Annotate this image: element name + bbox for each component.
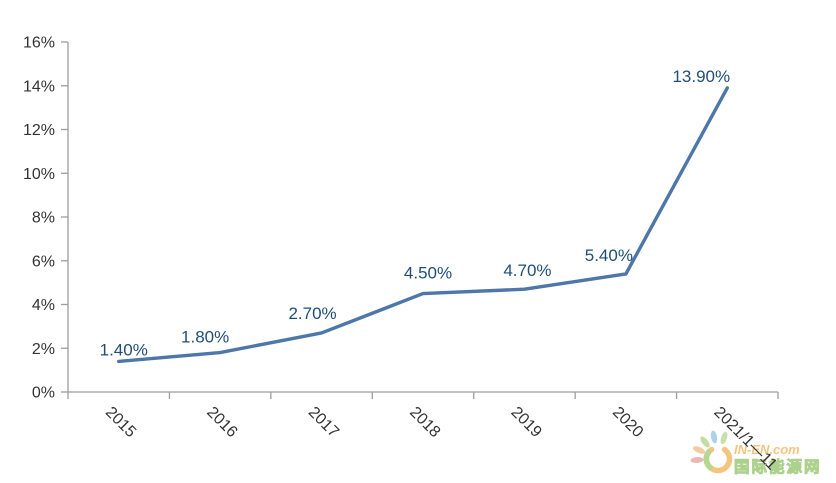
y-tick-label: 8%: [32, 210, 55, 227]
data-label: 2.70%: [288, 304, 336, 323]
in-en-logo-icon: [690, 430, 733, 474]
y-tick-label: 10%: [23, 166, 55, 183]
y-tick-label: 12%: [23, 122, 55, 139]
x-axis-label: 2016: [203, 404, 240, 441]
y-tick-label: 16%: [23, 35, 55, 52]
watermark: IN-EN.com 国际能源网: [684, 424, 836, 483]
x-axis-label: 2017: [305, 404, 342, 441]
data-label: 4.70%: [503, 261, 551, 280]
data-line: [116, 86, 729, 364]
data-label: 1.80%: [181, 328, 229, 347]
data-label: 1.40%: [100, 340, 148, 359]
y-tick-label: 6%: [32, 253, 55, 270]
x-axis-label: 2019: [508, 404, 545, 441]
y-tick-label: 2%: [32, 341, 55, 358]
y-tick-label: 14%: [23, 78, 55, 95]
x-axis-label: 2020: [609, 404, 646, 441]
data-label: 13.90%: [672, 67, 730, 86]
y-tick-label: 4%: [32, 297, 55, 314]
watermark-brand: IN-EN.com: [734, 442, 800, 457]
y-tick-label: 0%: [32, 385, 55, 402]
data-label: 4.50%: [404, 264, 452, 283]
watermark-brand-cn: 国际能源网: [734, 457, 822, 476]
x-axis-label: 2021/1—11: [710, 404, 780, 474]
x-axis-label: 2015: [102, 404, 139, 441]
data-label: 5.40%: [585, 246, 633, 265]
x-axis-label: 2018: [406, 404, 443, 441]
